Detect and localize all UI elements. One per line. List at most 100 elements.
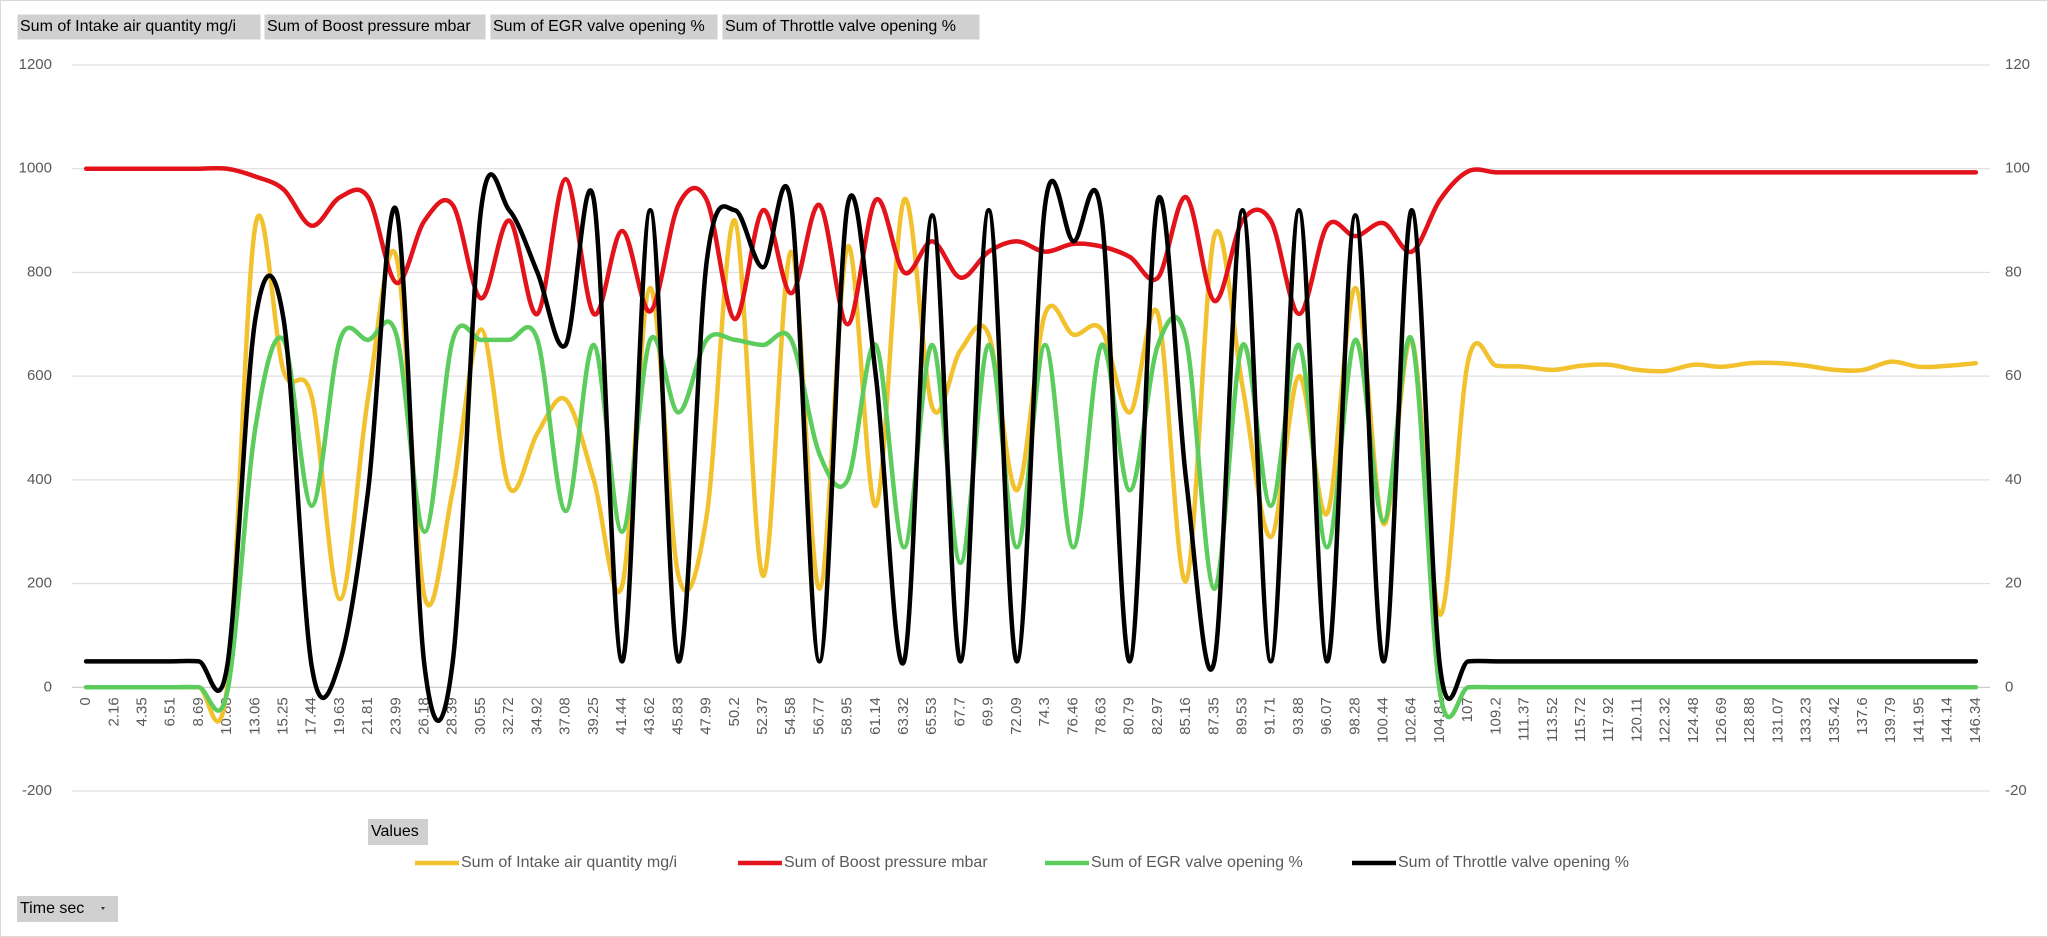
field-button[interactable] bbox=[16, 13, 262, 41]
x-tick-label: 135.42 bbox=[1826, 697, 1843, 743]
field-button-label[interactable]: Sum of Throttle valve opening % bbox=[725, 18, 956, 35]
x-tick-label: 98.28 bbox=[1346, 697, 1363, 735]
x-tick-label: 82.97 bbox=[1149, 697, 1166, 735]
x-tick-label: 87.35 bbox=[1205, 697, 1222, 735]
x-tick-label: 47.99 bbox=[698, 697, 715, 735]
x-tick-label: 111.37 bbox=[1516, 697, 1533, 741]
y-tick-label: 1000 bbox=[19, 160, 52, 177]
legend-label: Sum of Boost pressure mbar bbox=[784, 854, 988, 871]
x-tick-label: 80.79 bbox=[1121, 697, 1138, 735]
x-tick-label: 115.72 bbox=[1572, 697, 1589, 742]
x-tick-label: 139.79 bbox=[1882, 697, 1899, 743]
x-tick-label: 2.16 bbox=[105, 697, 122, 726]
y2-tick-label: 40 bbox=[2005, 471, 2022, 488]
x-tick-label: 37.08 bbox=[557, 697, 574, 735]
x-tick-label: 58.95 bbox=[839, 697, 856, 735]
y2-tick-label: 60 bbox=[2005, 367, 2022, 384]
values-button-label[interactable]: Values bbox=[371, 823, 419, 840]
x-tick-label: 15.25 bbox=[275, 697, 292, 735]
y2-tick-label: 100 bbox=[2005, 160, 2030, 177]
x-tick-label: 32.72 bbox=[500, 697, 517, 735]
x-tick-label: 96.07 bbox=[1318, 697, 1335, 735]
legend-label: Sum of EGR valve opening % bbox=[1091, 854, 1303, 871]
x-tick-label: 28.39 bbox=[444, 697, 461, 735]
y-tick-label: 200 bbox=[27, 575, 52, 592]
x-tick-label: 21.81 bbox=[359, 697, 376, 735]
x-tick-label: 89.53 bbox=[1234, 697, 1251, 735]
x-tick-label: 91.71 bbox=[1262, 697, 1279, 735]
x-tick-label: 100.44 bbox=[1375, 697, 1392, 743]
y-tick-label: -200 bbox=[22, 782, 52, 799]
x-tick-label: 141.95 bbox=[1910, 697, 1927, 743]
x-tick-label: 54.58 bbox=[782, 697, 799, 735]
x-tick-label: 69.9 bbox=[980, 697, 997, 726]
x-tick-label: 50.2 bbox=[726, 697, 743, 726]
field-button-label[interactable]: Sum of EGR valve opening % bbox=[493, 18, 705, 35]
legend-label: Sum of Throttle valve opening % bbox=[1398, 854, 1629, 871]
x-tick-label: 19.63 bbox=[331, 697, 348, 735]
x-tick-label: 113.52 bbox=[1544, 697, 1561, 742]
x-tick-label: 41.44 bbox=[613, 697, 630, 735]
x-tick-label: 61.14 bbox=[867, 697, 884, 735]
field-button[interactable] bbox=[263, 13, 487, 41]
y-tick-label: 800 bbox=[27, 263, 52, 280]
x-tick-label: 117.92 bbox=[1600, 697, 1617, 742]
x-tick-label: 8.69 bbox=[190, 697, 207, 726]
x-tick-label: 137.6 bbox=[1854, 697, 1871, 735]
y-tick-label: 400 bbox=[27, 471, 52, 488]
x-tick-label: 85.16 bbox=[1177, 697, 1194, 735]
y2-tick-label: -20 bbox=[2005, 782, 2027, 799]
x-tick-label: 78.63 bbox=[1092, 697, 1109, 735]
x-tick-label: 102.64 bbox=[1403, 697, 1420, 743]
x-tick-label: 128.88 bbox=[1741, 697, 1758, 743]
x-tick-label: 26.18 bbox=[416, 697, 433, 735]
grid: -200020040060080010001200-20020406080100… bbox=[19, 56, 2030, 799]
ui-layer: Sum of Intake air quantity mg/i Sum of Bo… bbox=[16, 13, 1629, 922]
field-button-label[interactable]: Sum of Intake air quantity mg/i bbox=[20, 18, 236, 35]
x-tick-label: 45.83 bbox=[669, 697, 686, 735]
dropdown-arrow[interactable] bbox=[101, 907, 105, 910]
axis-field-button[interactable] bbox=[17, 896, 118, 922]
x-tick-label: 30.55 bbox=[472, 697, 489, 735]
x-tick-label: 122.32 bbox=[1657, 697, 1674, 743]
x-tick-label: 65.53 bbox=[923, 697, 940, 735]
x-tick-label: 72.09 bbox=[1008, 697, 1025, 735]
x-tick-label: 63.32 bbox=[895, 697, 912, 735]
x-tick-label: 131.07 bbox=[1769, 697, 1786, 743]
x-tick-label: 76.46 bbox=[1064, 697, 1081, 735]
y2-tick-label: 0 bbox=[2005, 678, 2013, 695]
x-tick-label: 6.51 bbox=[162, 697, 179, 726]
y2-tick-label: 20 bbox=[2005, 575, 2022, 592]
x-tick-label: 39.25 bbox=[585, 697, 602, 735]
x-tick-label: 74.3 bbox=[1036, 697, 1053, 726]
axis-field-button-label[interactable]: Time sec bbox=[20, 900, 84, 917]
x-tick-label: 17.44 bbox=[303, 697, 320, 735]
x-tick-label: 4.35 bbox=[133, 697, 150, 726]
series-line bbox=[83, 165, 1979, 327]
plot-lines bbox=[83, 165, 1979, 724]
y-tick-label: 0 bbox=[44, 678, 52, 695]
values-button[interactable] bbox=[368, 819, 428, 845]
field-button-label[interactable]: Sum of Boost pressure mbar bbox=[267, 18, 471, 35]
field-button[interactable] bbox=[489, 13, 719, 41]
x-tick-label: 120.11 bbox=[1628, 697, 1645, 742]
x-tick-label: 0 bbox=[77, 697, 94, 705]
x-tick-label: 109.2 bbox=[1487, 697, 1504, 735]
legend-label: Sum of Intake air quantity mg/i bbox=[461, 854, 677, 871]
y-tick-label: 1200 bbox=[19, 56, 52, 73]
x-tick-label: 56.77 bbox=[810, 697, 827, 735]
x-tick-label: 133.23 bbox=[1798, 697, 1815, 743]
x-tick-label: 34.92 bbox=[528, 697, 545, 735]
x-tick-label: 144.14 bbox=[1939, 697, 1956, 743]
x-tick-label: 23.99 bbox=[387, 697, 404, 735]
y-tick-label: 600 bbox=[27, 367, 52, 384]
x-tick-label: 126.69 bbox=[1713, 697, 1730, 743]
x-tick-label: 104.81 bbox=[1431, 697, 1448, 743]
y2-tick-label: 80 bbox=[2005, 263, 2022, 280]
field-button[interactable] bbox=[721, 13, 981, 41]
x-tick-label: 93.88 bbox=[1290, 697, 1307, 735]
x-tick-label: 107 bbox=[1459, 697, 1476, 722]
x-tick-label: 43.62 bbox=[641, 697, 658, 735]
x-tick-label: 67.7 bbox=[951, 697, 968, 726]
